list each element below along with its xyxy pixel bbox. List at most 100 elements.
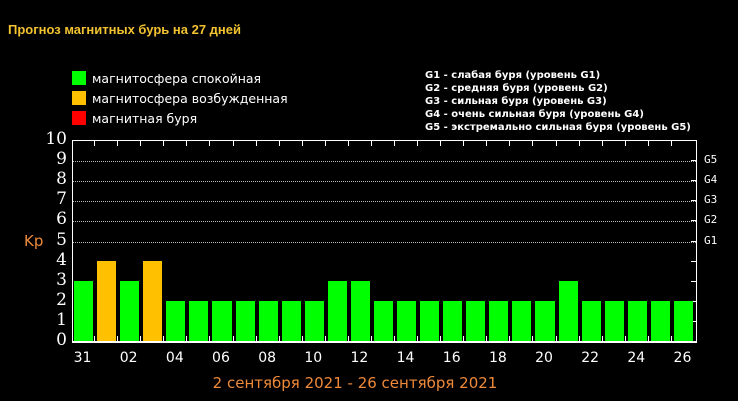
bar-06 <box>212 300 232 341</box>
y-tick-label: 6 <box>56 209 67 230</box>
x-tick-label: 26 <box>673 350 692 366</box>
x-tick-mark <box>301 141 303 146</box>
x-tick-label: 10 <box>304 350 323 366</box>
storm-level-legend: G1 - слабая буря (уровень G1) G2 - средн… <box>425 69 691 134</box>
g2-description: G2 - средняя буря (уровень G2) <box>425 83 608 94</box>
y-tick-label: 3 <box>56 269 67 290</box>
right-tick-mark <box>691 180 696 182</box>
g-level-label: G2 <box>704 213 718 227</box>
right-tick-mark <box>691 240 696 242</box>
storm-swatch-icon <box>72 111 86 125</box>
x-tick-mark <box>463 141 465 146</box>
legend-label: магнитная буря <box>92 110 198 126</box>
right-tick-mark <box>691 260 696 262</box>
x-tick-mark <box>278 141 280 146</box>
x-tick-mark <box>347 336 349 341</box>
y-tick-label: 0 <box>56 330 67 350</box>
gridline <box>73 241 696 243</box>
g5-description: G5 - экстремально сильная буря (уровень … <box>425 122 691 133</box>
date-range: 2 сентября 2021 - 26 сентября 2021 <box>212 374 498 392</box>
x-tick-mark <box>163 336 165 341</box>
status-legend: магнитосфера спокойная магнитосфера возб… <box>72 68 288 128</box>
x-tick-mark <box>440 141 442 146</box>
bar-23 <box>604 300 624 341</box>
x-tick-label: 06 <box>212 350 230 366</box>
gridline <box>73 201 696 203</box>
g-level-label: G3 <box>704 193 718 207</box>
bar-02 <box>120 280 140 341</box>
x-tick-mark <box>670 336 672 341</box>
bar-17 <box>466 300 486 341</box>
x-tick-mark <box>417 141 419 146</box>
legend-item-storm: магнитная буря <box>72 108 288 128</box>
bar-13 <box>373 300 394 341</box>
bar-01 <box>97 260 117 341</box>
gridline <box>73 181 696 183</box>
bar-21 <box>558 280 578 341</box>
x-tick-mark <box>555 141 557 146</box>
x-tick-mark <box>94 141 96 146</box>
calm-swatch-icon <box>72 71 86 85</box>
g-level-label: G5 <box>704 153 718 167</box>
x-tick-mark <box>347 141 349 146</box>
x-tick-mark <box>532 336 534 341</box>
bar-11 <box>327 280 347 341</box>
x-tick-mark <box>578 336 580 341</box>
bar-19 <box>512 300 532 341</box>
bar-24 <box>627 300 647 341</box>
x-tick-mark <box>301 336 303 341</box>
x-tick-label: 08 <box>258 350 277 366</box>
bar-03 <box>143 260 163 341</box>
x-tick-mark <box>647 141 649 146</box>
x-tick-mark <box>370 141 372 146</box>
x-tick-mark <box>394 141 396 146</box>
x-tick-label: 24 <box>627 350 646 366</box>
plot-area <box>72 140 697 343</box>
g1-description: G1 - слабая буря (уровень G1) <box>425 70 601 81</box>
y-tick-label: 8 <box>56 169 67 190</box>
y-tick-label: 7 <box>56 189 67 210</box>
x-tick-mark <box>463 336 465 341</box>
bar-14 <box>397 300 417 341</box>
legend-item-calm: магнитосфера спокойная <box>72 68 288 88</box>
x-tick-label: 18 <box>488 350 507 366</box>
x-tick-mark <box>117 141 119 146</box>
bar-09 <box>281 300 301 341</box>
x-tick-mark <box>255 141 257 146</box>
x-tick-mark <box>324 336 326 341</box>
x-tick-mark <box>255 336 257 341</box>
x-tick-mark <box>186 141 188 146</box>
x-tick-mark <box>532 141 534 146</box>
x-tick-mark <box>509 336 511 341</box>
x-tick-mark <box>324 141 326 146</box>
x-tick-mark <box>232 141 234 146</box>
g-level-label: G1 <box>704 233 718 247</box>
bar-22 <box>581 300 601 341</box>
right-tick-mark <box>691 280 696 282</box>
x-tick-mark <box>278 336 280 341</box>
g-level-label: G4 <box>704 173 718 187</box>
gridline <box>73 161 696 163</box>
y-tick-label: 4 <box>56 249 67 270</box>
right-tick-mark <box>691 200 696 202</box>
x-tick-label: 22 <box>581 350 600 366</box>
x-axis-label: 2 сентября 2021 - 26 сентября 2021 <box>0 374 738 392</box>
bar-20 <box>535 300 555 341</box>
right-tick-mark <box>691 220 696 222</box>
x-tick-mark <box>232 336 234 341</box>
x-tick-label: 02 <box>119 350 138 366</box>
x-tick-mark <box>140 141 142 146</box>
gridline <box>73 221 696 223</box>
x-tick-mark <box>601 336 603 341</box>
bar-15 <box>420 300 440 341</box>
x-tick-mark <box>509 141 511 146</box>
x-tick-mark <box>186 336 188 341</box>
bar-07 <box>235 300 255 341</box>
legend-label: магнитосфера возбужденная <box>92 90 288 106</box>
legend-item-excited: магнитосфера возбужденная <box>72 88 288 108</box>
y-tick-label: 9 <box>56 149 67 170</box>
x-tick-mark <box>209 336 211 341</box>
x-tick-mark <box>601 141 603 146</box>
x-tick-label: 14 <box>396 350 415 366</box>
bar-05 <box>189 300 209 341</box>
